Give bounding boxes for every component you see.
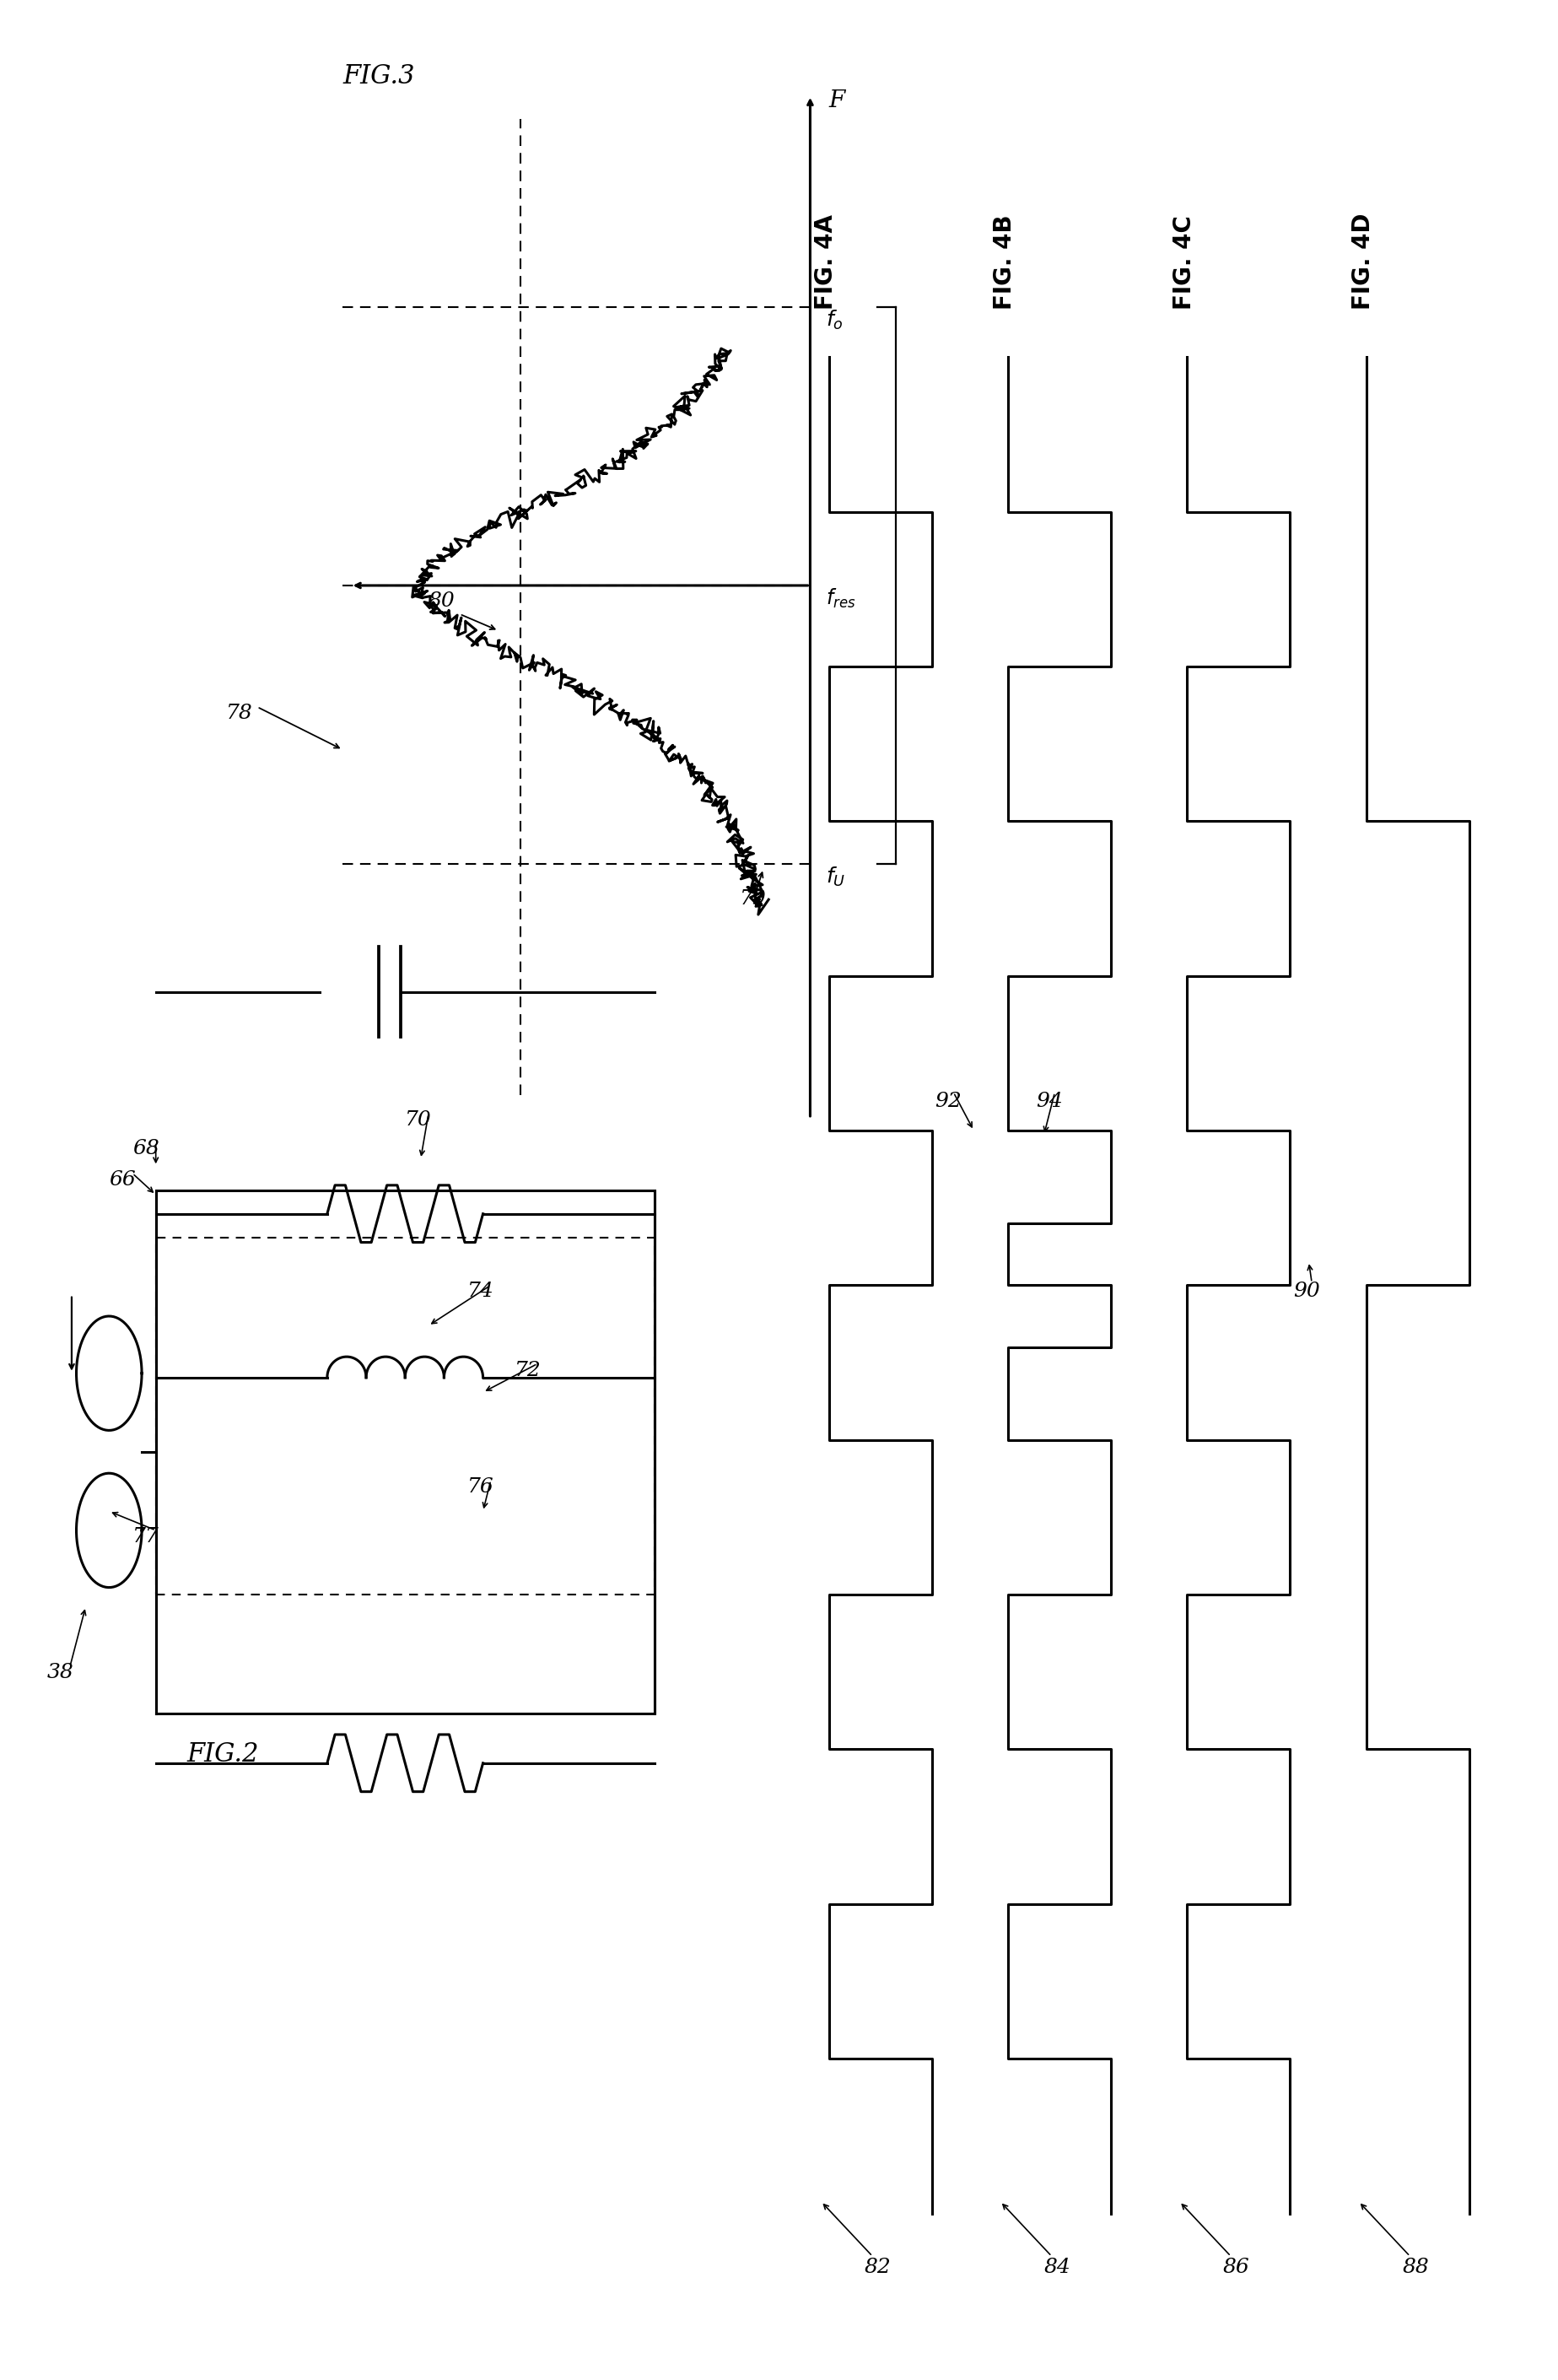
Text: 74: 74 — [467, 1283, 494, 1302]
Text: $f_{res}$: $f_{res}$ — [826, 588, 855, 609]
Text: 82: 82 — [865, 2259, 891, 2278]
Text: 38: 38 — [47, 1664, 73, 1683]
Text: FIG.2: FIG.2 — [187, 1740, 259, 1766]
Text: 77: 77 — [132, 1528, 159, 1547]
Text: 68: 68 — [132, 1140, 159, 1159]
Text: 78: 78 — [226, 704, 252, 724]
Text: FIG. 4A: FIG. 4A — [813, 214, 838, 309]
Text: 92: 92 — [935, 1092, 961, 1111]
Text: $f_U$: $f_U$ — [826, 866, 846, 888]
Text: 94: 94 — [1036, 1092, 1063, 1111]
Text: 79: 79 — [740, 890, 767, 909]
Text: FIG.3: FIG.3 — [343, 62, 414, 88]
Text: $f_o$: $f_o$ — [826, 309, 843, 331]
Text: 76: 76 — [467, 1478, 494, 1497]
Text: 66: 66 — [109, 1171, 136, 1190]
Text: 70: 70 — [405, 1111, 432, 1130]
Text: 84: 84 — [1044, 2259, 1070, 2278]
Text: FIG. 4D: FIG. 4D — [1351, 212, 1376, 309]
Text: 80: 80 — [428, 593, 455, 612]
Text: FIG. 4C: FIG. 4C — [1172, 214, 1197, 309]
Text: 72: 72 — [514, 1361, 541, 1380]
Text: F: F — [829, 90, 844, 112]
Text: 88: 88 — [1402, 2259, 1429, 2278]
Text: FIG. 4B: FIG. 4B — [992, 214, 1017, 309]
Text: 90: 90 — [1293, 1283, 1320, 1302]
Text: 86: 86 — [1223, 2259, 1250, 2278]
